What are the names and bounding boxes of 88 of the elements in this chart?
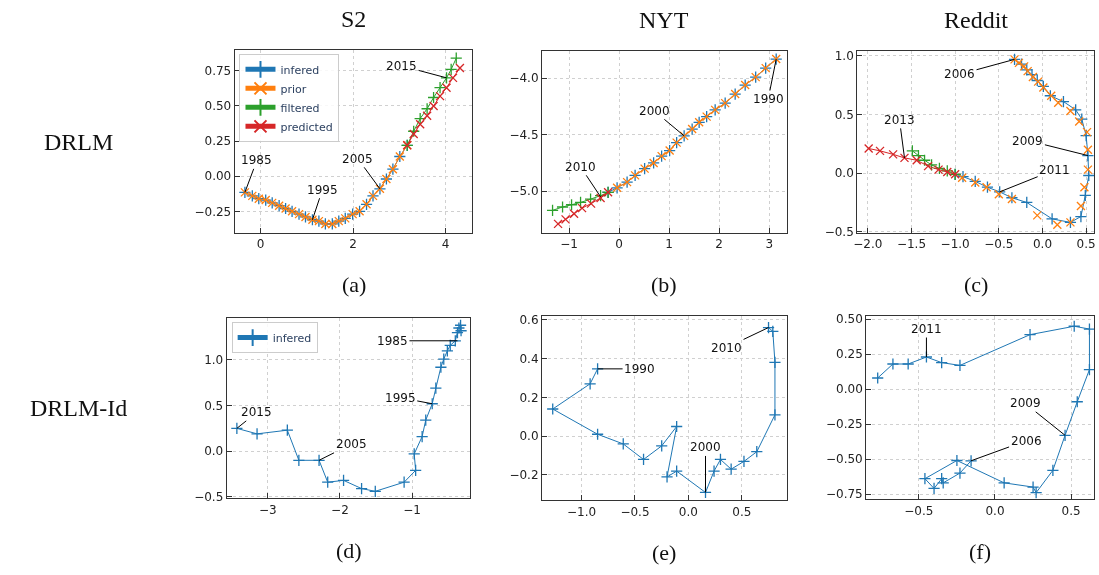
x-tick-label: −1: [560, 237, 578, 252]
x-axis-title: (c): [964, 272, 989, 297]
x-tick-label: −1.5: [896, 237, 927, 252]
y-tick-label: 0.50: [204, 99, 232, 114]
x-tick-label: 0.0: [1032, 237, 1053, 252]
y-tick-label: 0.0: [519, 429, 539, 444]
y-tick-label: −4.5: [509, 127, 539, 142]
y-tick-label: −5.0: [509, 184, 539, 199]
x-tick-label: 1: [665, 237, 673, 252]
x-tick-label: 2: [349, 237, 357, 252]
x-tick-label: 0.0: [985, 503, 1005, 518]
y-tick-label: 1.0: [204, 353, 224, 368]
y-tick-label: 0.25: [836, 347, 863, 362]
annotation: 2005: [336, 437, 367, 451]
annotation: 2011: [1039, 163, 1070, 177]
annotation: 2015: [386, 59, 417, 73]
y-tick-label: 0.2: [519, 390, 539, 405]
annotation: 2006: [944, 67, 975, 81]
x-tick-label: 3: [765, 237, 774, 252]
chart-title: Reddit: [944, 7, 1009, 33]
x-tick-label: 0: [615, 237, 623, 252]
x-tick-label: 0.5: [1076, 237, 1096, 252]
y-tick-label: 0.0: [204, 444, 224, 459]
y-tick-label: 0.6: [519, 312, 539, 327]
y-tick-label: 1.0: [834, 49, 854, 64]
y-tick-label: −0.5: [194, 489, 224, 504]
annotation: 2009: [1010, 396, 1041, 410]
y-tick-label: 0.4: [519, 351, 539, 366]
text: DRLM-Id: [30, 395, 128, 421]
chart-title: S2: [341, 6, 367, 32]
x-tick-label: −1.0: [567, 504, 597, 519]
x-tick-label: −2.0: [853, 237, 883, 252]
y-tick-label: −4.0: [509, 71, 539, 86]
y-tick-label: 0.0: [834, 166, 854, 181]
x-axis-title: (b): [651, 272, 677, 297]
legend-label: predicted: [280, 120, 333, 134]
annotation: 2015: [241, 405, 272, 419]
x-axis-title: (a): [342, 272, 367, 297]
annotation: 2010: [565, 160, 596, 174]
x-axis-title: (e): [652, 540, 677, 565]
x-tick-label: −0.5: [904, 503, 934, 518]
y-tick-label: 0.25: [204, 134, 232, 149]
x-tick-label: −1.0: [940, 237, 970, 252]
x-tick-label: 0: [256, 237, 265, 252]
x-axis-title: (d): [336, 538, 362, 563]
x-tick-label: −2: [331, 502, 349, 517]
y-tick-label: 0.5: [204, 398, 224, 413]
legend-label: infered: [280, 63, 320, 77]
annotation: 2006: [1011, 434, 1042, 448]
text: DRLM: [44, 129, 114, 155]
y-tick-label: −0.25: [194, 204, 232, 219]
y-tick-label: −0.2: [509, 468, 539, 483]
annotation: 1990: [753, 92, 784, 106]
annotation: 1995: [307, 183, 338, 197]
annotation: 1990: [624, 362, 655, 376]
annotation: 2013: [884, 113, 915, 127]
y-tick-label: 0.50: [836, 312, 863, 327]
chart-title: NYT: [639, 7, 689, 33]
annotation: 1995: [385, 391, 416, 405]
legend-label: infered: [272, 331, 312, 345]
legend-label: prior: [280, 82, 307, 96]
y-tick-label: −0.25: [825, 417, 863, 432]
y-tick-label: −0.5: [824, 224, 854, 239]
y-tick-label: 0.5: [834, 107, 854, 122]
x-tick-label: 4: [441, 237, 450, 252]
annotation: 2000: [690, 440, 721, 454]
x-axis-title: (f): [969, 539, 991, 564]
x-tick-label: 0.0: [678, 504, 698, 519]
x-tick-label: −0.5: [620, 504, 650, 519]
y-tick-label: 0.00: [204, 169, 232, 184]
annotation: 2000: [639, 104, 670, 118]
y-tick-label: 0.75: [204, 64, 232, 79]
annotation: 2005: [342, 152, 373, 166]
x-tick-label: 2: [715, 237, 723, 252]
x-tick-label: −3: [259, 502, 277, 517]
annotation: 1985: [377, 334, 408, 348]
y-tick-label: −0.75: [825, 487, 863, 502]
x-tick-label: −0.5: [984, 237, 1014, 252]
y-tick-label: −0.50: [825, 452, 863, 467]
annotation: 2011: [911, 322, 942, 336]
x-tick-label: 0.5: [1061, 503, 1081, 518]
x-tick-label: −1: [403, 502, 421, 517]
x-tick-label: 0.5: [732, 504, 752, 519]
annotation: 2009: [1012, 134, 1043, 148]
annotation: 1985: [241, 153, 272, 167]
legend-label: filtered: [280, 101, 320, 115]
annotation: 2010: [711, 341, 742, 355]
y-tick-label: 0.00: [836, 382, 863, 397]
